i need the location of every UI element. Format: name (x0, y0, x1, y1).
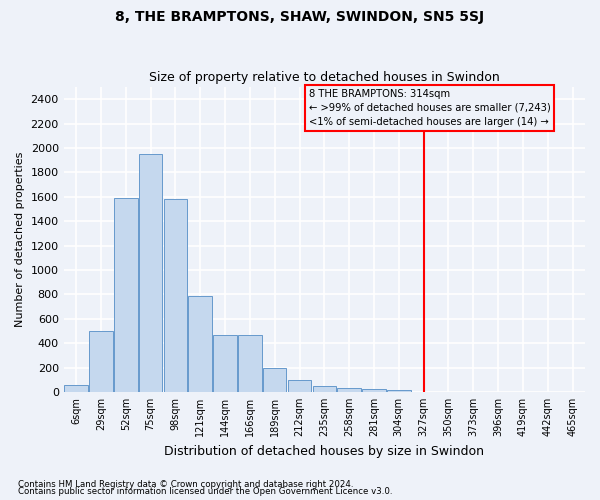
Y-axis label: Number of detached properties: Number of detached properties (15, 152, 25, 327)
Bar (362, 390, 386, 392)
Text: Contains HM Land Registry data © Crown copyright and database right 2024.: Contains HM Land Registry data © Crown c… (18, 480, 353, 489)
Bar (139, 154, 163, 392)
Bar (188, 296, 212, 392)
Bar (263, 368, 286, 392)
Bar (313, 386, 336, 392)
Text: 8 THE BRAMPTONS: 314sqm
← >99% of detached houses are smaller (7,243)
<1% of sem: 8 THE BRAMPTONS: 314sqm ← >99% of detach… (308, 88, 550, 126)
Bar (387, 390, 410, 392)
Text: 8, THE BRAMPTONS, SHAW, SWINDON, SN5 5SJ: 8, THE BRAMPTONS, SHAW, SWINDON, SN5 5SJ (115, 10, 485, 24)
Bar (89, 331, 113, 392)
Bar (213, 334, 237, 392)
X-axis label: Distribution of detached houses by size in Swindon: Distribution of detached houses by size … (164, 444, 484, 458)
Bar (114, 198, 137, 392)
Bar (337, 388, 361, 392)
Bar (288, 380, 311, 392)
Bar (164, 199, 187, 392)
Title: Size of property relative to detached houses in Swindon: Size of property relative to detached ho… (149, 72, 500, 85)
Bar (238, 334, 262, 392)
Bar (64, 384, 88, 392)
Text: Contains public sector information licensed under the Open Government Licence v3: Contains public sector information licen… (18, 487, 392, 496)
